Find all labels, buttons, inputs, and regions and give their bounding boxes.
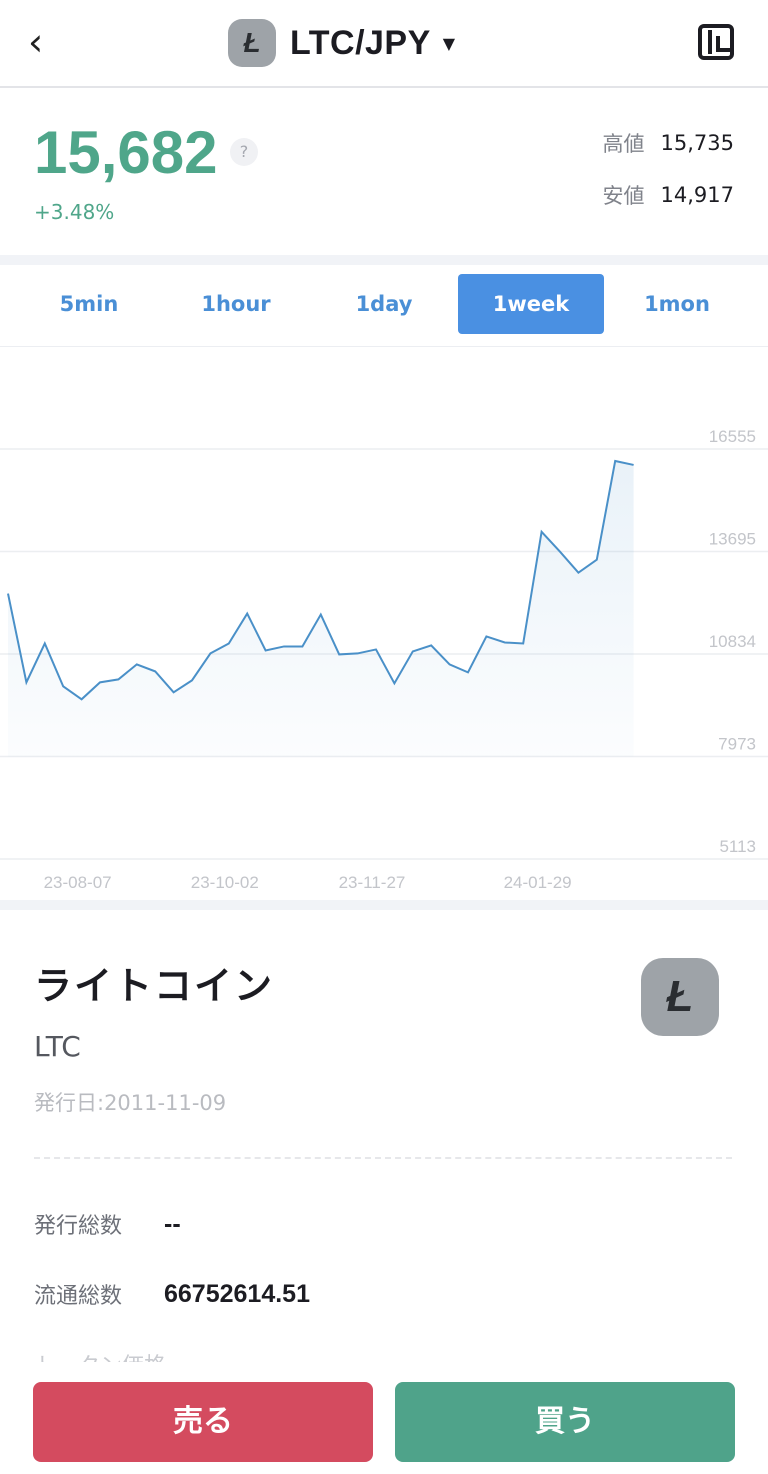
x-tick-label: 24-01-29	[504, 873, 572, 892]
y-tick-label: 7973	[718, 735, 756, 754]
pair-title: LTC/JPY	[290, 23, 431, 62]
divider	[0, 900, 768, 910]
high-price: 高値 15,735	[603, 128, 734, 158]
caret-down-icon: ▼	[442, 33, 456, 53]
token-price-label: トークン価格	[34, 1348, 166, 1362]
high-value: 15,735	[660, 131, 734, 155]
tab-1mon[interactable]: 1mon	[644, 292, 710, 316]
tab-1hour[interactable]: 1hour	[201, 292, 271, 316]
divider	[34, 1157, 732, 1159]
chevron-left-icon[interactable]: ‹	[28, 20, 44, 64]
row-value: 66752614.51	[164, 1279, 310, 1308]
low-value: 14,917	[660, 183, 734, 207]
y-tick-label: 10834	[709, 632, 756, 651]
pair-selector[interactable]: Ł LTC/JPY ▼	[228, 18, 455, 68]
x-tick-label: 23-11-27	[339, 873, 406, 892]
buy-button[interactable]: 買う	[395, 1382, 735, 1462]
issue-date: 発行日:2011-11-09	[34, 1091, 227, 1115]
interval-tabs: 5min 1hour 1day 1week 1mon	[0, 265, 768, 347]
low-price: 安値 14,917	[603, 180, 734, 210]
price-change: +3.48%	[34, 200, 115, 224]
row-label: 発行総数	[34, 1214, 123, 1239]
coin-name: ライトコイン	[34, 964, 275, 1008]
tab-5min[interactable]: 5min	[59, 292, 119, 316]
high-label: 高値	[602, 132, 645, 156]
current-price: 15,682	[34, 119, 218, 186]
y-tick-label: 5113	[719, 837, 756, 856]
coin-symbol: LTC	[34, 1030, 81, 1063]
tab-1week[interactable]: 1week	[458, 274, 604, 334]
litecoin-logo: Ł	[641, 958, 719, 1036]
info-row: 流通総数 66752614.51	[34, 1278, 310, 1310]
price-area	[8, 460, 634, 757]
x-tick-label: 23-08-07	[44, 873, 112, 892]
divider	[0, 255, 768, 265]
help-icon[interactable]: ?	[230, 138, 258, 166]
tab-1day[interactable]: 1day	[355, 292, 413, 316]
info-row: 発行総数 --	[34, 1208, 181, 1240]
layout-icon[interactable]	[698, 24, 734, 60]
row-label: 流通総数	[34, 1284, 123, 1309]
y-tick-label: 13695	[709, 529, 756, 548]
y-tick-label: 16555	[709, 427, 756, 446]
sell-button[interactable]: 売る	[33, 1382, 373, 1462]
x-tick-label: 23-10-02	[191, 873, 259, 892]
top-bar: ‹ Ł LTC/JPY ▼	[0, 0, 768, 88]
litecoin-logo: Ł	[228, 19, 276, 67]
row-value: --	[164, 1209, 181, 1238]
price-chart[interactable]: 16555 13695 10834 7973 5113 23-08-07 23-10-02 2…	[0, 347, 768, 900]
low-label: 安値	[602, 184, 645, 208]
